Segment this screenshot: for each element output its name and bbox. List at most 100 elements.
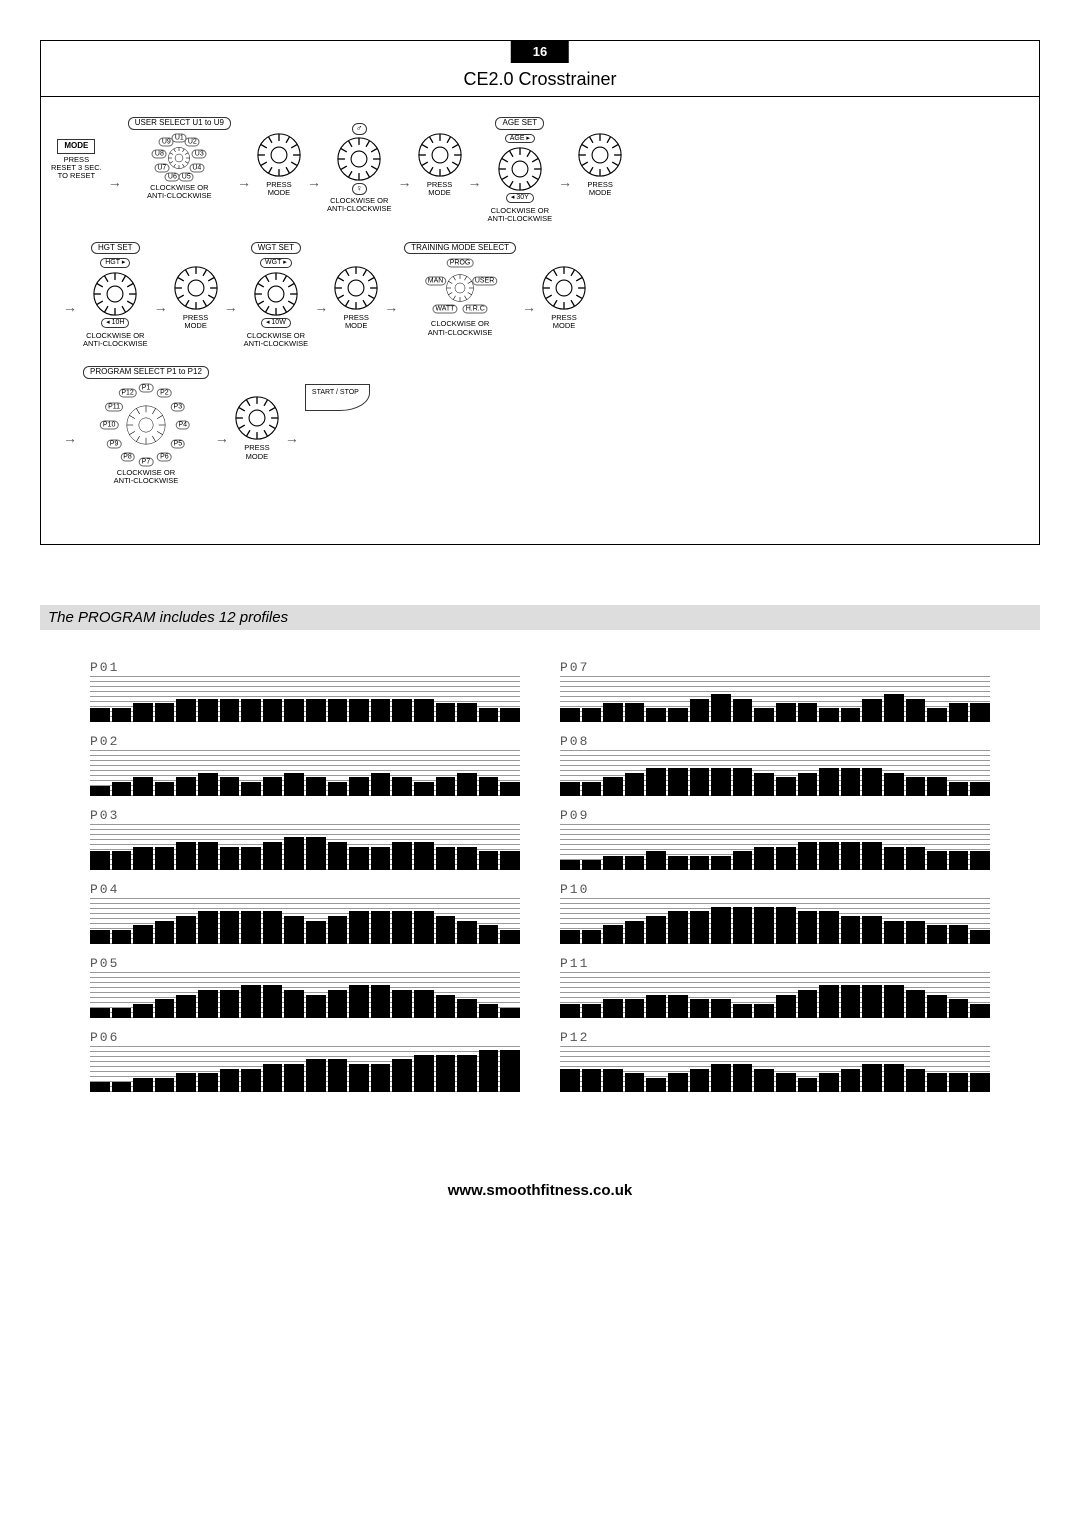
bar	[646, 708, 666, 722]
bar	[90, 1008, 110, 1017]
wgt-bottom: ◂ 10W	[261, 318, 291, 328]
bar	[819, 768, 839, 796]
dial-node: H.R.C	[463, 305, 488, 314]
bar	[371, 699, 391, 722]
profile-label: P04	[90, 882, 520, 897]
bar	[500, 1050, 520, 1091]
bar	[582, 782, 602, 796]
bar	[927, 708, 947, 722]
bar	[112, 851, 132, 869]
press-mode-label: PRESSMODE	[244, 444, 269, 461]
bar	[500, 708, 520, 722]
bar	[754, 847, 774, 870]
bar	[603, 925, 623, 943]
bar	[457, 1055, 477, 1092]
profile-label: P07	[560, 660, 990, 675]
bar	[176, 777, 196, 795]
bar	[711, 1064, 731, 1092]
bar	[906, 921, 926, 944]
profile-P02: P02	[90, 734, 520, 796]
bar	[733, 851, 753, 869]
press-mode-step: PRESSMODE	[174, 264, 218, 331]
bar	[392, 1059, 412, 1091]
bar	[798, 842, 818, 870]
bar	[328, 782, 348, 796]
bar	[690, 699, 710, 722]
dial-node: P8	[120, 453, 135, 462]
bar	[90, 851, 110, 869]
bar	[970, 1004, 990, 1018]
bar	[776, 995, 796, 1018]
section-heading: The PROGRAM includes 12 profiles	[40, 605, 1040, 630]
flow-diagram: MODE PRESSRESET 3 SEC.TO RESET → USER SE…	[41, 97, 1039, 514]
bar	[479, 851, 499, 869]
flow-row-1: MODE PRESSRESET 3 SEC.TO RESET → USER SE…	[51, 117, 1029, 224]
bar	[625, 1073, 645, 1091]
dial-node: USER	[472, 276, 497, 285]
bar	[862, 699, 882, 722]
bar	[263, 699, 283, 722]
dial-node: P6	[157, 453, 172, 462]
profile-label: P05	[90, 956, 520, 971]
profile-chart	[90, 972, 520, 1018]
bar	[560, 860, 580, 869]
bar	[436, 995, 456, 1018]
bar	[414, 782, 434, 796]
bar	[328, 842, 348, 870]
bar	[690, 856, 710, 870]
bar	[392, 777, 412, 795]
bar	[625, 999, 645, 1017]
arrow-icon: →	[396, 174, 414, 190]
arrow-icon: →	[283, 430, 301, 446]
hgt-set-step: HGT SET HGT ▸ ◂ 10H CLOCKWISE ORANTI-CLO…	[83, 242, 148, 349]
bar	[176, 916, 196, 944]
bar	[220, 699, 240, 722]
bar	[927, 1073, 947, 1091]
bar	[133, 703, 153, 721]
bar	[392, 699, 412, 722]
bar	[457, 847, 477, 870]
wgt-top: WGT ▸	[260, 258, 292, 268]
bar	[155, 847, 175, 870]
bar	[884, 773, 904, 796]
female-icon: ♀	[352, 183, 367, 195]
bar	[155, 921, 175, 944]
bar	[241, 985, 261, 1017]
bar	[112, 782, 132, 796]
caption-cw: CLOCKWISE ORANTI-CLOCKWISE	[327, 197, 392, 214]
bar	[884, 921, 904, 944]
bar	[436, 703, 456, 721]
wgt-set-step: WGT SET WGT ▸ ◂ 10W CLOCKWISE ORANTI-CLO…	[244, 242, 309, 349]
bar	[349, 699, 369, 722]
bar	[668, 1073, 688, 1091]
sex-select-step: ♂ ♀ CLOCKWISE ORANTI-CLOCKWISE	[327, 123, 392, 213]
bar	[328, 916, 348, 944]
press-mode-label: PRESSMODE	[343, 314, 368, 331]
press-mode-label: PRESSMODE	[183, 314, 208, 331]
bar	[927, 851, 947, 869]
bar	[798, 911, 818, 943]
user-select-label: USER SELECT U1 to U9	[128, 117, 231, 130]
bar	[436, 777, 456, 795]
dial-node: P4	[175, 421, 190, 430]
dial-node: U2	[185, 138, 200, 147]
bar	[884, 847, 904, 870]
bar	[371, 911, 391, 943]
bar	[414, 990, 434, 1018]
dial-plain	[254, 272, 298, 316]
arrow-icon: →	[106, 174, 124, 190]
arrow-icon: →	[61, 299, 79, 315]
bar	[241, 782, 261, 796]
profiles-grid: P01P07P02P08P03P09P04P10P05P11P06P12	[40, 660, 1040, 1092]
bar	[220, 990, 240, 1018]
dial-plain	[498, 147, 542, 191]
dial-plain	[93, 272, 137, 316]
bar	[711, 856, 731, 870]
profile-P11: P11	[560, 956, 990, 1018]
dial-plain	[418, 133, 462, 177]
profile-P10: P10	[560, 882, 990, 944]
bar	[711, 999, 731, 1017]
bar	[263, 842, 283, 870]
press-mode-label: PRESSMODE	[551, 314, 576, 331]
bar	[970, 930, 990, 944]
